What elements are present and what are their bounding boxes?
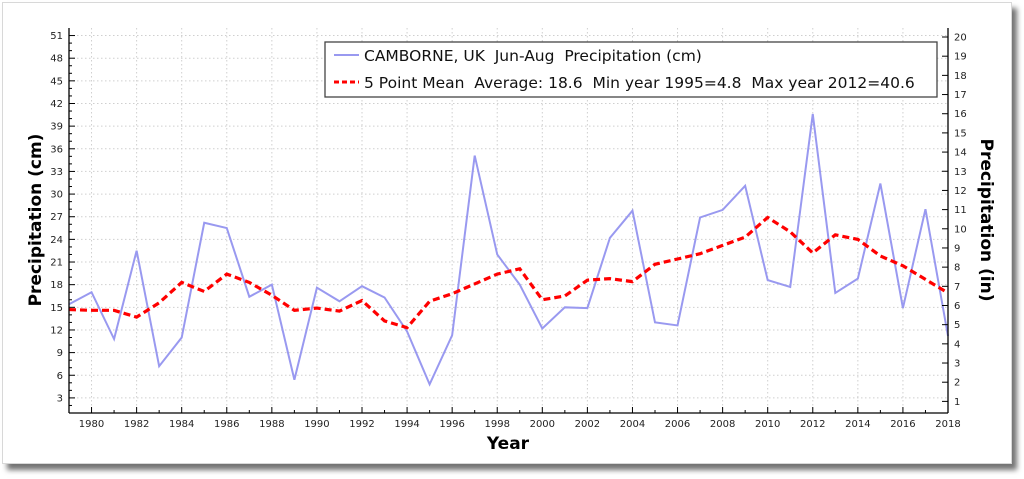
x-tick-label: 1998	[485, 419, 510, 430]
y-tick-label: 30	[50, 190, 63, 201]
series-layer	[68, 113, 949, 387]
x-tick-label: 1996	[439, 419, 464, 430]
y-right-tick-label: 2	[954, 378, 960, 389]
y-tick-label: 36	[50, 144, 63, 155]
y-tick-label: 9	[57, 348, 63, 359]
x-tick-label: 1984	[169, 419, 194, 430]
y-tick-label: 15	[50, 303, 63, 314]
y-tick-label: 48	[50, 54, 63, 65]
y-right-tick-label: 9	[954, 243, 960, 254]
y-right-tick-label: 18	[954, 71, 967, 82]
x-tick-label: 2012	[800, 419, 825, 430]
y-tick-label: 45	[50, 76, 63, 87]
y-right-tick-label: 17	[954, 90, 967, 101]
x-tick-label: 1990	[304, 419, 329, 430]
y-tick-label: 21	[50, 258, 63, 269]
x-tick-label: 2002	[575, 419, 600, 430]
y-right-tick-label: 20	[954, 33, 967, 44]
x-tick-label: 2016	[890, 419, 915, 430]
y-right-tick-label: 15	[954, 128, 967, 139]
axes	[68, 28, 949, 414]
y-right-tick-label: 12	[954, 186, 967, 197]
x-tick-label: 2000	[530, 419, 555, 430]
x-tick-label: 2008	[710, 419, 735, 430]
y-right-tick-label: 10	[954, 224, 967, 235]
x-tick-label: 2014	[845, 419, 870, 430]
x-tick-label: 2006	[665, 419, 690, 430]
y-axis-title-right: Precipitation (in)	[976, 139, 996, 302]
x-tick-label: 1982	[124, 419, 149, 430]
y-tick-label: 12	[50, 325, 63, 336]
x-tick-label: 1986	[214, 419, 239, 430]
series-line-5pt-mean	[68, 215, 949, 330]
y-right-tick-label: 1	[954, 397, 960, 408]
x-tick-label: 2010	[755, 419, 780, 430]
legend-label-raw: CAMBORNE, UK Jun-Aug Precipitation (cm)	[364, 47, 702, 65]
y-right-tick-label: 8	[954, 263, 960, 274]
y-tick-label: 42	[50, 99, 63, 110]
legend-box	[324, 41, 938, 98]
x-axis-title: Year	[486, 434, 530, 454]
y-right-tick-label: 4	[954, 339, 960, 350]
y-right-tick-label: 5	[954, 320, 960, 331]
y-tick-label: 24	[50, 235, 63, 246]
y-tick-label: 33	[50, 167, 63, 178]
y-tick-label: 6	[57, 371, 63, 382]
y-axis-title-left: Precipitation (cm)	[26, 134, 46, 307]
y-right-tick-label: 19	[954, 52, 967, 63]
x-tick-label: 1988	[259, 419, 284, 430]
x-tick-label: 1992	[349, 419, 374, 430]
y-tick-label: 51	[50, 31, 63, 42]
series-line-precipitation	[68, 113, 949, 387]
x-tick-label: 2018	[935, 419, 960, 430]
legend-label-mean: 5 Point Mean Average: 18.6 Min year 1995…	[364, 74, 915, 92]
y-right-tick-label: 11	[954, 205, 967, 216]
y-right-tick-label: 6	[954, 301, 960, 312]
y-right-tick-label: 7	[954, 282, 960, 293]
bottom-axis-ticks: 1980 1982 1984 1986 1988 1990 1992 1994 1996 1998…	[68, 407, 961, 430]
x-tick-label: 2004	[620, 419, 645, 430]
y-right-tick-label: 14	[954, 148, 967, 159]
y-tick-label: 27	[50, 212, 63, 223]
y-tick-label: 18	[50, 280, 63, 291]
x-tick-label: 1994	[394, 419, 419, 430]
y-right-tick-label: 3	[954, 359, 960, 370]
y-tick-label: 3	[57, 393, 63, 404]
y-tick-label: 39	[50, 122, 63, 133]
y-right-tick-label: 13	[954, 167, 967, 178]
legend: CAMBORNE, UK Jun-Aug Precipitation (cm) …	[324, 41, 938, 98]
x-tick-label: 1980	[79, 419, 104, 430]
y-right-tick-label: 16	[954, 109, 967, 120]
